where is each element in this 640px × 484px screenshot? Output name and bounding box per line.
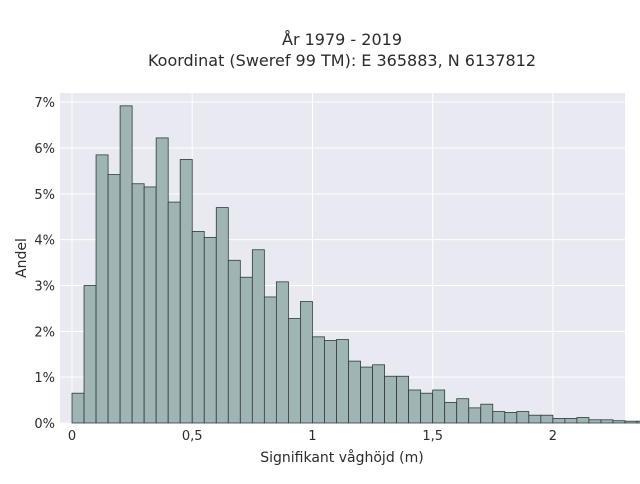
histogram-bar	[215, 207, 229, 424]
histogram-bar	[336, 339, 349, 424]
y-tick-label: 2%	[34, 325, 55, 340]
histogram-bar	[564, 418, 578, 424]
histogram-bar	[119, 105, 133, 424]
histogram-bar	[552, 418, 566, 424]
x-tick-label: 0	[68, 429, 76, 444]
histogram-bar	[576, 417, 590, 424]
y-tick-label: 7%	[34, 96, 55, 111]
histogram-bar	[408, 389, 422, 424]
bars	[71, 105, 640, 424]
histogram-bar	[456, 398, 470, 424]
histogram-bar	[227, 259, 241, 424]
histogram-bar	[239, 276, 253, 424]
histogram-bar	[516, 411, 530, 424]
tick-labels: 0% 1% 2% 3% 4% 5% 6% 7% 0 0,5 1 1,5 2	[34, 96, 557, 444]
histogram-bar	[167, 201, 181, 424]
histogram-bar	[588, 419, 602, 424]
histogram-bar	[288, 318, 301, 424]
histogram-bar	[143, 186, 157, 424]
histogram-bar	[300, 301, 313, 424]
histogram-bar	[600, 419, 614, 424]
histogram-bar	[107, 174, 121, 424]
histogram-bar	[396, 375, 410, 424]
histogram-bar	[95, 154, 109, 424]
histogram-bar	[275, 281, 289, 424]
histogram-bar	[612, 420, 626, 424]
histogram-bar	[263, 296, 277, 424]
histogram-bar	[348, 360, 361, 424]
x-tick-label: 0,5	[182, 429, 203, 444]
histogram-bar	[155, 137, 169, 424]
x-tick-label: 1	[308, 429, 316, 444]
histogram-bar	[540, 414, 554, 424]
histogram-bar	[324, 340, 337, 424]
histogram-bar	[384, 375, 397, 424]
histogram-bar	[624, 420, 638, 424]
y-tick-label: 6%	[34, 142, 55, 157]
chart-title-line2: Koordinat (Sweref 99 TM): E 365883, N 61…	[148, 51, 536, 70]
histogram-bar	[432, 389, 446, 424]
y-tick-label: 0%	[34, 417, 55, 432]
histogram-bar	[504, 412, 518, 424]
y-tick-label: 1%	[34, 371, 55, 386]
histogram-bar	[480, 403, 494, 424]
x-tick-label: 2	[549, 429, 557, 444]
histogram-bar	[251, 249, 265, 424]
y-tick-label: 4%	[34, 234, 55, 249]
y-axis-label: Andel	[14, 238, 30, 278]
histogram-bar	[372, 364, 385, 424]
histogram-bar	[71, 392, 85, 424]
histogram-bar	[83, 285, 97, 424]
histogram-bar	[312, 336, 325, 424]
histogram-bar	[528, 414, 542, 424]
histogram-bar	[468, 407, 482, 424]
histogram-bar	[444, 401, 458, 424]
x-tick-label: 1,5	[422, 429, 443, 444]
histogram-bar	[179, 159, 193, 424]
histogram-bar	[420, 392, 434, 424]
chart-title-line1: År 1979 - 2019	[282, 30, 402, 49]
histogram-bar	[492, 411, 506, 424]
histogram-bar	[360, 366, 373, 424]
y-tick-label: 5%	[34, 188, 55, 203]
histogram-bar	[636, 420, 640, 424]
x-axis-label: Signifikant våghöjd (m)	[260, 449, 423, 466]
histogram-bar	[131, 183, 145, 424]
histogram-bar	[203, 236, 217, 424]
y-tick-label: 3%	[34, 280, 55, 295]
histogram-bar	[191, 231, 205, 424]
